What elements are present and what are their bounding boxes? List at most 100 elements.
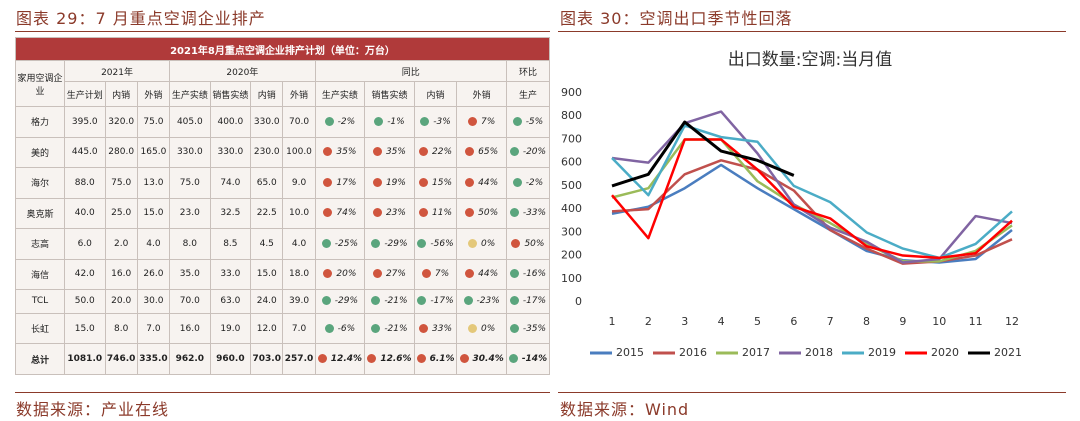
cell-text: 18.0 [289, 269, 310, 280]
row: 格力 395.0 320.0 75.0 405.0 400.0 330.0 70.0 -2% -1… [15, 106, 551, 138]
cell: 17% [314, 167, 366, 199]
cell-text: 16.0 [179, 323, 200, 334]
cell: 13.0 [136, 167, 171, 199]
cell-text: 13.0 [143, 177, 164, 188]
cell: 16.0 [169, 312, 211, 345]
legend-label: 2016 [679, 346, 707, 359]
row: 2021年8月重点空调企业排产计划（单位：万台） [15, 37, 550, 61]
y-tick-label: 300 [561, 225, 582, 238]
row: 总计 1081.0 746.0 335.0 962.0 960.0 703.0 257.0 12… [15, 343, 551, 375]
cell-text: 27% [385, 269, 406, 280]
cell: 70.0 [282, 106, 316, 138]
cell-text: 320.0 [108, 116, 135, 127]
cell-text: 35% [336, 147, 357, 158]
row: 海信 42.0 16.0 26.0 35.0 33.0 15.0 18.0 20% 27% 7% 44… [15, 258, 551, 290]
row: 海尔 88.0 75.0 13.0 75.0 74.0 65.0 9.0 17% 19% 15% 44… [15, 167, 551, 199]
cell: 30.0 [136, 289, 171, 314]
cell-text: 75.0 [179, 177, 200, 188]
cell: 962.0 [169, 343, 211, 375]
cell: 165.0 [136, 136, 171, 168]
indicator [509, 147, 519, 157]
cell: 230.0 [250, 136, 284, 168]
cell-text: -20% [522, 147, 547, 158]
cell: 746.0 [104, 343, 138, 375]
cell: 4.5 [250, 228, 284, 260]
cell-text: -17% [430, 296, 454, 307]
indicator [419, 177, 429, 187]
legend-label: 2015 [616, 346, 644, 359]
cell-text: 16.0 [111, 269, 132, 280]
cell: 8.0 [104, 312, 138, 345]
indicator [417, 296, 427, 306]
cell-text: 6.0 [77, 238, 92, 249]
row: 奥克斯 40.0 25.0 15.0 23.0 32.5 22.5 10.0 74% 23% 11%… [15, 197, 551, 229]
indicator [367, 354, 377, 364]
indicator [371, 238, 381, 248]
cell: 2.0 [104, 228, 138, 260]
x-tick-label: 8 [863, 315, 870, 328]
group-header: 同比 [314, 60, 507, 82]
indicator [323, 177, 333, 187]
cell-text: 23% [385, 208, 406, 219]
x-tick-label: 5 [754, 315, 761, 328]
cell: 280.0 [104, 136, 138, 168]
cell-text: 7.0 [146, 323, 161, 334]
indicator [465, 147, 475, 157]
cell-text: 23.0 [179, 208, 200, 219]
cell: 7% [413, 258, 458, 290]
cell-text: 19% [385, 177, 406, 188]
cell-text: 33% [432, 323, 453, 334]
indicator [324, 323, 334, 333]
cell-text: 12.4% [330, 354, 363, 365]
cell-text: 65% [478, 147, 499, 158]
cell-text: 4.0 [291, 238, 307, 249]
cell: 445.0 [64, 136, 106, 168]
cell: 20% [314, 258, 366, 290]
cell-text: 703.0 [252, 354, 281, 365]
cell: 19% [364, 167, 415, 199]
cell-text: -33% [522, 208, 547, 219]
cell: 8.0 [169, 228, 211, 260]
cell: 395.0 [64, 106, 106, 138]
row-name: 奥克斯 [15, 197, 65, 229]
cell-text: -21% [384, 296, 408, 307]
cell: -1% [364, 106, 415, 138]
indicator [511, 238, 521, 248]
cell: -2% [505, 167, 551, 199]
cell-text: 75.0 [143, 116, 164, 127]
cell: 65% [456, 136, 507, 168]
indicator [512, 177, 522, 187]
legend-label: 2020 [931, 346, 959, 359]
cell-text: 15.0 [74, 323, 95, 334]
cell: -21% [364, 312, 415, 345]
cell: 12.4% [314, 343, 366, 375]
cell: 4.0 [136, 228, 171, 260]
cell-text: 4.5 [259, 238, 274, 249]
cell: 44% [456, 167, 507, 199]
legend-label: 2019 [868, 346, 896, 359]
cell-text: -2% [525, 177, 544, 188]
cell: -14% [505, 343, 551, 375]
cell-text: 9.0 [291, 177, 307, 188]
y-tick-label: 700 [561, 132, 582, 145]
cell-text: 75.0 [111, 177, 132, 188]
cell-text: 12.0 [256, 323, 277, 334]
cell: 25.0 [104, 197, 138, 229]
cell-text: 7% [481, 116, 496, 127]
cell: 405.0 [169, 106, 211, 138]
x-tick-label: 10 [932, 315, 946, 328]
col-header: 内销 [104, 81, 138, 107]
table-title: 2021年8月重点空调企业排产计划（单位：万台） [15, 37, 550, 61]
cell-text: -3% [433, 116, 451, 127]
cell-text: -21% [384, 323, 408, 334]
cell-text: -56% [430, 238, 454, 249]
indicator [509, 296, 519, 306]
cell: 7.0 [282, 312, 316, 345]
series-line [611, 120, 795, 188]
cell-text: 33.0 [220, 269, 241, 280]
group-header: 2021年 [63, 60, 171, 82]
series-line [611, 124, 1013, 260]
cell: 330.0 [169, 136, 211, 168]
cell-text: 63.0 [220, 296, 241, 307]
row-name: 志高 [15, 228, 65, 260]
